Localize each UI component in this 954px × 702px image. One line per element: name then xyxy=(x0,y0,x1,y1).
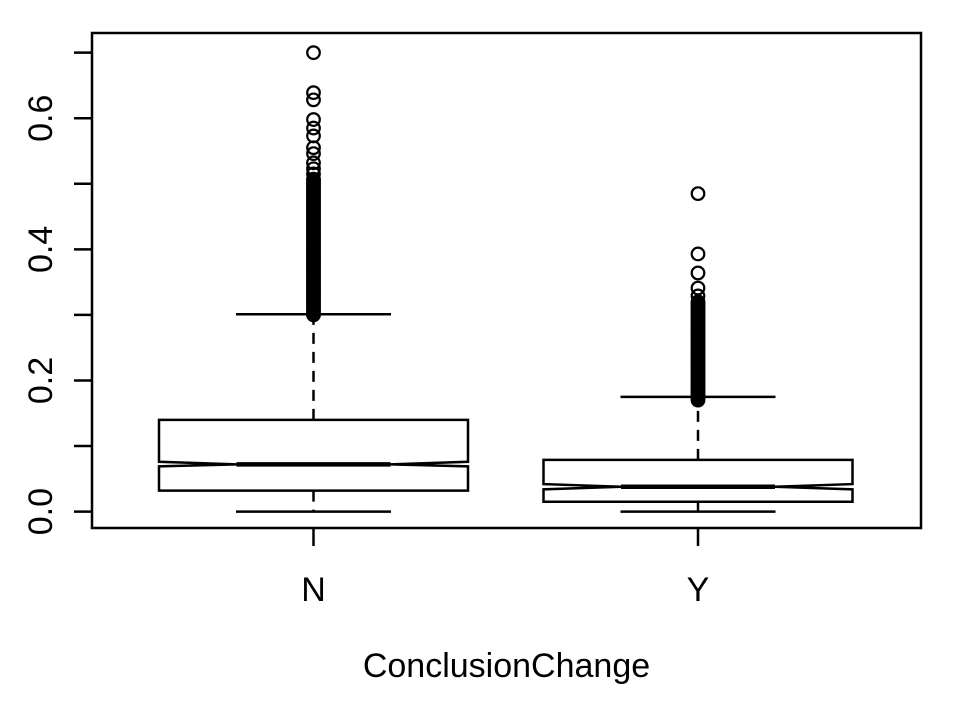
outlier-point xyxy=(306,155,321,171)
outlier-point xyxy=(306,85,321,101)
y-axis-tick-label: 0.2 xyxy=(22,357,60,404)
outlier-point xyxy=(690,265,706,281)
y-axis-tick-label: 0.0 xyxy=(22,488,60,535)
outlier-point xyxy=(306,45,321,61)
outlier-point xyxy=(306,120,321,136)
y-axis-tick-label: 0.4 xyxy=(22,226,60,273)
outlier-point xyxy=(306,307,321,323)
plot-layer: 0.0 0.2 0.4 0.6 N Y xyxy=(22,31,923,609)
x-axis-tick-label: Y xyxy=(687,571,710,609)
x-axis-tick-label: N xyxy=(301,571,326,609)
notched-box-Y xyxy=(542,458,854,504)
x-axis-title: ConclusionChange xyxy=(363,647,650,685)
outlier-point xyxy=(306,146,321,162)
outlier-point xyxy=(306,140,321,156)
notched-box-N xyxy=(157,418,470,492)
outlier-point xyxy=(690,186,706,202)
outlier-point xyxy=(690,246,706,262)
outlier-point xyxy=(690,280,706,296)
outlier-point xyxy=(690,392,706,408)
outlier-point xyxy=(306,92,321,108)
outlier-point xyxy=(306,112,321,127)
plot-frame xyxy=(90,31,923,530)
y-axis-tick-label: 0.6 xyxy=(22,95,60,142)
